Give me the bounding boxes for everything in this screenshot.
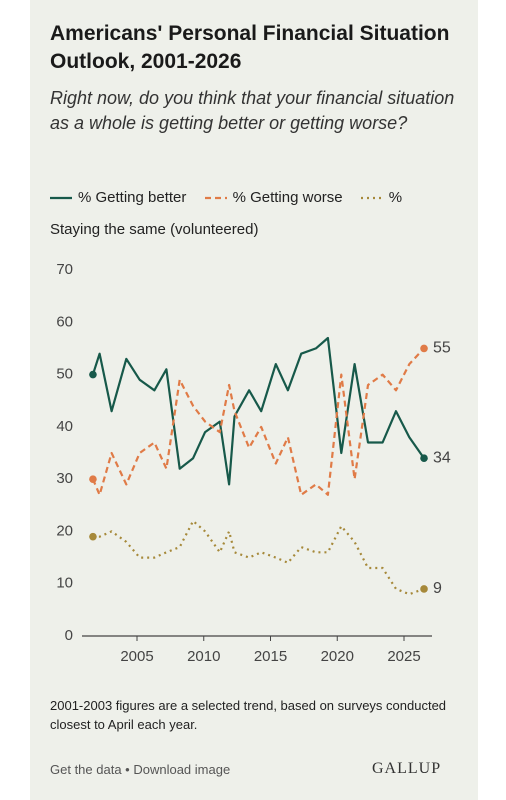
footnote: 2001-2003 figures are a selected trend, … bbox=[50, 698, 447, 732]
y-tick-label: 20 bbox=[56, 522, 73, 539]
point bbox=[89, 475, 97, 483]
link[interactable]: Get the data bbox=[50, 762, 122, 777]
legend-label: % Staying the same (volunteered) bbox=[50, 189, 403, 238]
end-label: 9 bbox=[433, 580, 442, 597]
series-line bbox=[91, 347, 425, 496]
legend-label: % Getting worse bbox=[232, 189, 343, 206]
x-tick-label: 2005 bbox=[120, 648, 153, 665]
legend-swatch bbox=[360, 196, 383, 200]
legend-item: % Getting worse bbox=[204, 189, 343, 206]
series-line bbox=[91, 336, 425, 486]
y-tick-label: 0 bbox=[65, 627, 73, 644]
legend-swatch bbox=[50, 196, 72, 200]
end-label: 34 bbox=[433, 449, 451, 466]
chart-title: Americans' Personal Financial Situation … bbox=[50, 22, 450, 73]
point bbox=[420, 454, 428, 463]
x-tick-label: 2025 bbox=[387, 648, 420, 665]
x-tick-label: 2015 bbox=[254, 648, 287, 665]
y-tick-label: 40 bbox=[56, 418, 73, 435]
legend-item: % Getting better bbox=[50, 189, 186, 206]
legend-swatch bbox=[204, 196, 227, 200]
y-tick-label: 60 bbox=[56, 313, 73, 330]
point bbox=[420, 344, 428, 353]
x-tick-label: 2010 bbox=[187, 648, 220, 665]
end-label: 55 bbox=[433, 340, 451, 357]
series-line bbox=[92, 519, 425, 596]
point bbox=[420, 585, 428, 593]
footer: Get the data • Download image bbox=[50, 762, 231, 777]
legend-label: % Getting better bbox=[78, 189, 187, 206]
legend-item: % Staying the same (volunteered) bbox=[50, 189, 402, 238]
logo: GALLUP bbox=[372, 760, 442, 777]
y-tick-label: 70 bbox=[56, 261, 73, 278]
y-tick-label: 50 bbox=[56, 366, 73, 383]
link[interactable]: Download image bbox=[133, 762, 231, 777]
legend: % Getting better % Getting worse % Stayi… bbox=[50, 182, 450, 246]
point bbox=[89, 370, 97, 379]
point bbox=[89, 532, 97, 541]
chart-subtitle: Right now, do you think that your financ… bbox=[50, 88, 455, 133]
y-tick-label: 30 bbox=[56, 470, 73, 487]
x-tick-label: 2020 bbox=[321, 648, 354, 665]
y-tick-label: 10 bbox=[56, 575, 73, 592]
